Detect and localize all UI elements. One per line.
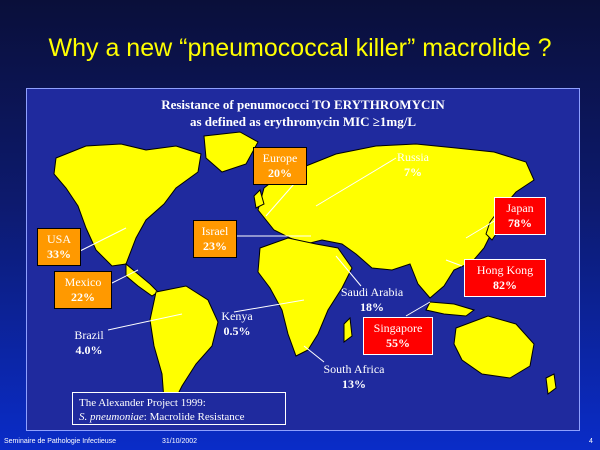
- subtitle-line-2: as defined as erythromycin MIC ≥1mg/L: [189, 114, 417, 129]
- south-america-shape: [149, 285, 219, 407]
- footer-page-number: 4: [589, 438, 593, 445]
- label-europe: Europe 20%: [253, 147, 307, 185]
- label-saudi-arabia: Saudi Arabia 18%: [340, 285, 404, 314]
- label-brazil: Brazil 4.0%: [74, 328, 104, 357]
- map-subtitle: Resistance of penumococci TO ERYTHROMYCI…: [26, 96, 580, 130]
- label-singapore: Singapore 55%: [363, 317, 433, 355]
- label-russia: Russia 7%: [396, 150, 429, 179]
- label-israel: Israel 23%: [193, 220, 237, 258]
- label-hong-kong: Hong Kong 82%: [464, 259, 546, 297]
- footer-seminar: Seminaire de Pathologie Infectieuse: [4, 438, 117, 445]
- africa-shape: [257, 237, 353, 357]
- north-america-shape: [53, 143, 202, 267]
- slide-title: Why a new “pneumococcal killer” macrolid…: [48, 34, 552, 62]
- label-south-africa: South Africa 13%: [323, 362, 385, 391]
- madagascar-shape: [343, 316, 353, 343]
- footer-date: 31/10/2002: [162, 438, 198, 445]
- central-america-shape: [125, 262, 159, 297]
- uk-shape: [253, 189, 265, 209]
- australia-shape: [453, 315, 535, 379]
- greenland-shape: [203, 131, 259, 173]
- source-line-2: S. pneumoniae: Macrolide Resistance: [79, 411, 245, 423]
- label-kenya: Kenya 0.5%: [221, 309, 253, 338]
- label-japan: Japan 78%: [494, 197, 546, 235]
- new-zealand-shape: [545, 373, 557, 395]
- subtitle-line-1: Resistance of penumococci TO ERYTHROMYCI…: [161, 97, 445, 112]
- source-line-1: The Alexander Project 1999:: [79, 397, 206, 409]
- label-mexico: Mexico 22%: [54, 271, 112, 309]
- label-usa: USA 33%: [37, 228, 81, 266]
- source-box: The Alexander Project 1999: S. pneumonia…: [72, 392, 286, 425]
- indonesia-shape: [425, 301, 476, 317]
